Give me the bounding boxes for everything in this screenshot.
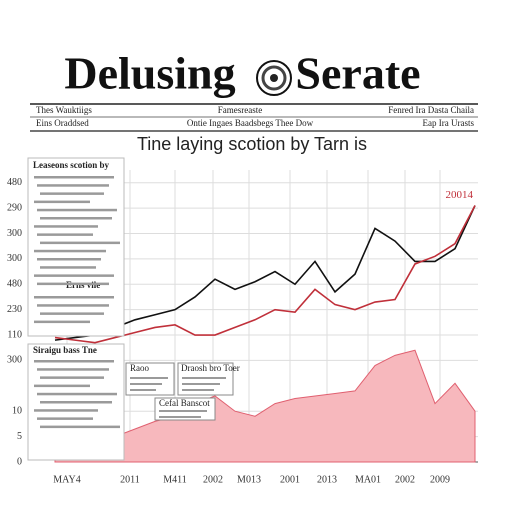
text-line bbox=[159, 416, 201, 418]
x-tick-label: MA01 bbox=[355, 474, 381, 485]
seal bbox=[256, 60, 292, 96]
text-line bbox=[159, 410, 207, 412]
y-tick-label: 230 bbox=[7, 304, 22, 315]
subheader-text: Famesreaste bbox=[218, 105, 262, 115]
text-line bbox=[37, 417, 93, 420]
y-tick-label: 300 bbox=[7, 228, 22, 239]
x-tick-label: 2011 bbox=[120, 474, 140, 485]
text-line bbox=[40, 217, 112, 220]
text-line bbox=[182, 383, 220, 385]
x-tick-label: M411 bbox=[163, 474, 187, 485]
text-line bbox=[37, 304, 109, 307]
lower-heading: Siraigu bass Tne bbox=[33, 345, 97, 355]
text-line bbox=[34, 320, 90, 324]
x-tick-label: 2002 bbox=[395, 474, 415, 485]
text-line bbox=[37, 282, 109, 286]
text-line bbox=[40, 376, 104, 379]
inset-text: Draosh bro Toer bbox=[181, 363, 240, 373]
text-line bbox=[34, 409, 98, 412]
text-line bbox=[130, 377, 168, 379]
text-line bbox=[37, 184, 109, 187]
y-tick-label: 290 bbox=[7, 202, 22, 213]
text-line bbox=[40, 266, 96, 269]
text-line bbox=[34, 360, 114, 363]
text-line bbox=[34, 225, 98, 228]
line bbox=[54, 205, 476, 341]
text-line bbox=[130, 389, 156, 391]
line bbox=[54, 205, 476, 344]
inset-text: Cefal Banscot bbox=[159, 398, 210, 408]
x-tick-label: M013 bbox=[237, 474, 261, 485]
y-tick-label: 10 bbox=[12, 406, 22, 417]
subheader-text: Thes Wauktiigs bbox=[36, 105, 92, 115]
text-line bbox=[34, 249, 106, 253]
text-line bbox=[34, 384, 90, 388]
text-line bbox=[40, 192, 104, 195]
text-line bbox=[34, 274, 114, 277]
subheader-text: Eins Oraddsed bbox=[36, 118, 89, 128]
y-tick-label: 110 bbox=[7, 329, 22, 340]
side-heading: Leaseons scotion by bbox=[33, 160, 110, 170]
inset-box bbox=[154, 397, 216, 421]
text-line bbox=[37, 368, 109, 371]
text-line bbox=[40, 241, 120, 245]
x-tick-label: MAY4 bbox=[53, 474, 80, 485]
text-line bbox=[182, 389, 214, 391]
x-tick-label: 2001 bbox=[280, 474, 300, 485]
area bbox=[54, 349, 476, 463]
y-tick-label: 300 bbox=[7, 253, 22, 264]
text-line bbox=[37, 392, 117, 396]
overlay: Leaseons scotion by Erns vile Siraigu ba… bbox=[27, 157, 240, 461]
text-line bbox=[37, 258, 101, 261]
masthead-right: Serate bbox=[295, 48, 420, 99]
text-line bbox=[37, 208, 117, 212]
x-tick-label: 2002 bbox=[203, 474, 223, 485]
text-line bbox=[37, 233, 93, 236]
text-line bbox=[40, 401, 112, 404]
y-tick-label: 300 bbox=[7, 355, 22, 366]
text-line bbox=[34, 296, 114, 299]
inset-text: Raoo bbox=[130, 363, 149, 373]
text-line bbox=[34, 176, 114, 179]
subheader-text: Eap Ira Urasts bbox=[423, 118, 475, 128]
x-tick-label: 2013 bbox=[317, 474, 337, 485]
y-tick-label: 480 bbox=[7, 177, 22, 188]
text-line bbox=[40, 425, 120, 429]
masthead-left: Delusing bbox=[64, 48, 235, 99]
y-tick-label: 0 bbox=[17, 456, 22, 467]
chart-title: Tine laying scotion by Tarn is bbox=[137, 134, 367, 154]
annotation: 20014 bbox=[446, 189, 474, 201]
y-tick-label: 480 bbox=[7, 279, 22, 290]
text-line bbox=[130, 383, 162, 385]
y-tick-label: 5 bbox=[17, 431, 22, 442]
subheader-text: Fenred Ira Dasta Chaila bbox=[388, 105, 474, 115]
text-line bbox=[40, 312, 104, 315]
x-tick-label: 2009 bbox=[430, 474, 450, 485]
text-line bbox=[34, 200, 90, 204]
text-line bbox=[182, 377, 226, 379]
subheader-text: Ontie Ingaes Baadsbegs Thee Dow bbox=[187, 118, 314, 128]
